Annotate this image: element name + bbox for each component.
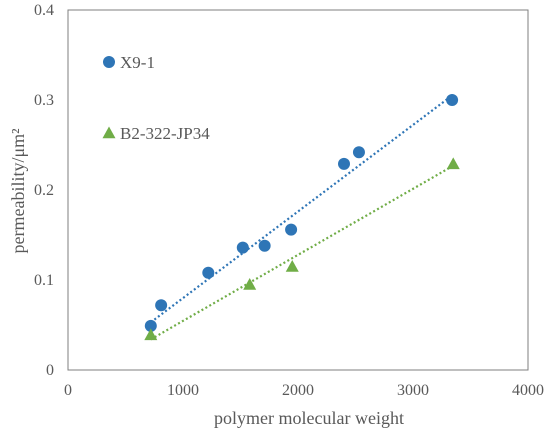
data-point-series-2 xyxy=(243,278,257,290)
legend-marker-1 xyxy=(103,56,115,68)
axes xyxy=(67,9,529,371)
x-axis-title: polymer molecular weight xyxy=(214,408,404,428)
x-tick-label: 2000 xyxy=(282,382,314,399)
y-tick-label: 0 xyxy=(46,362,54,379)
data-point-series-1 xyxy=(446,94,459,106)
x-tick-label: 0 xyxy=(64,382,72,399)
x-tick-label: 1000 xyxy=(167,382,199,399)
data-points xyxy=(144,94,460,341)
legend-label-2: B2-322-JP34 xyxy=(120,124,210,143)
plot-area-border xyxy=(67,9,529,371)
y-tick-label: 0.4 xyxy=(34,2,54,19)
data-point-series-1 xyxy=(338,157,350,170)
y-axis-title: permeability/μm² xyxy=(8,128,28,253)
x-tick-label: 3000 xyxy=(397,382,429,399)
y-tick-label: 0.3 xyxy=(34,92,54,109)
data-point-series-1 xyxy=(155,299,168,312)
data-point-series-1 xyxy=(285,223,298,236)
data-point-series-1 xyxy=(352,146,365,159)
data-point-series-2 xyxy=(285,260,299,272)
tick-labels: 0 1000 2000 3000 4000 0 0.1 0.2 0.3 0.4 xyxy=(34,2,544,399)
legend-label-1: X9-1 xyxy=(120,53,155,72)
data-point-series-1 xyxy=(144,319,157,332)
y-tick-label: 0.2 xyxy=(34,182,54,199)
x-tick-label: 4000 xyxy=(512,382,544,399)
data-point-series-1 xyxy=(236,241,249,254)
data-point-series-1 xyxy=(202,266,215,279)
legend: X9-1 B2-322-JP34 xyxy=(102,53,210,143)
data-point-series-2 xyxy=(446,157,460,170)
legend-marker-2 xyxy=(102,126,116,139)
data-point-series-2 xyxy=(144,328,158,341)
y-tick-label: 0.1 xyxy=(34,272,54,289)
data-point-series-1 xyxy=(258,239,271,252)
